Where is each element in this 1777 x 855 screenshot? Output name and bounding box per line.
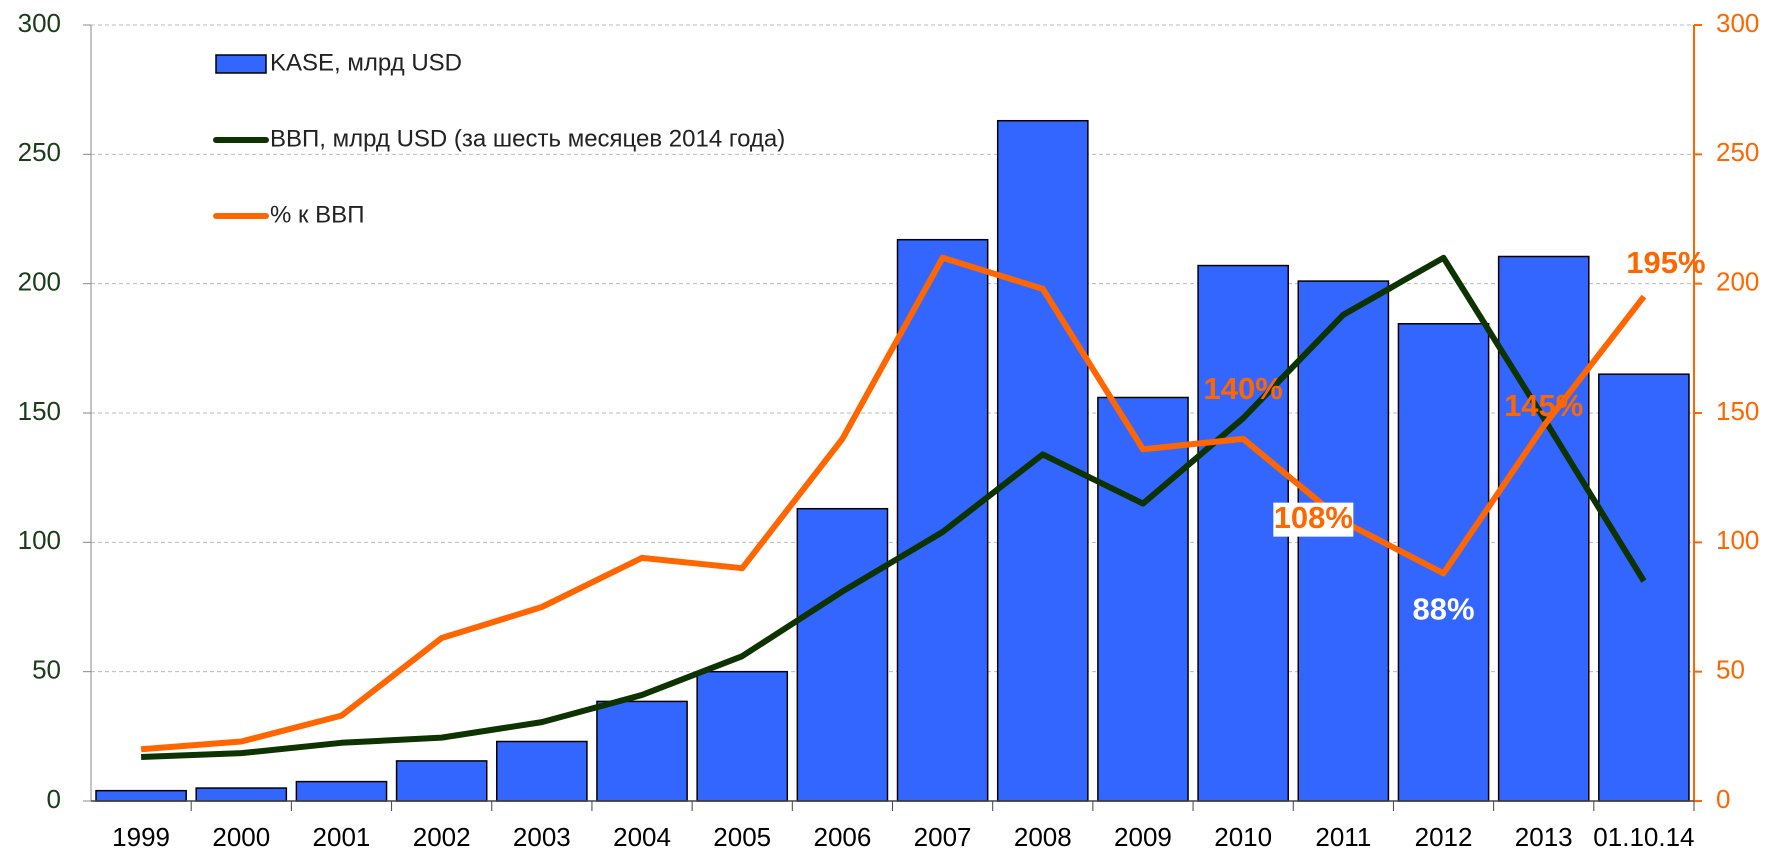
x-tick-label: 1999 <box>112 822 170 852</box>
bar <box>896 238 989 802</box>
label-bg <box>1273 502 1354 537</box>
y2-tick-label: 50 <box>1716 655 1745 685</box>
bar <box>1497 255 1590 802</box>
line <box>140 254 1647 761</box>
y2-tick-label: 0 <box>1716 784 1730 814</box>
bar <box>696 670 789 802</box>
data-label: 108% <box>1274 500 1353 535</box>
x-tick-label: 2004 <box>613 822 671 852</box>
y2-tick-label: 100 <box>1716 525 1759 555</box>
x-tick-label: 2001 <box>313 822 371 852</box>
bar <box>1397 323 1490 802</box>
bar <box>1097 396 1189 802</box>
x-tick-label: 2000 <box>212 822 270 852</box>
x-tick-label: 2009 <box>1114 822 1172 852</box>
x-tick-label: 2012 <box>1415 822 1473 852</box>
bar <box>95 789 187 802</box>
y2-tick-label: 250 <box>1716 137 1759 167</box>
y-tick-label: 100 <box>18 525 61 555</box>
legend-label: % к ВВП <box>270 201 364 228</box>
legend-label: ВВП, млрд USD (за шесть месяцев 2014 год… <box>270 125 785 152</box>
legend-label: KASE, млрд USD <box>270 49 462 76</box>
data-label: 140% <box>1204 371 1283 406</box>
x-tick-label: 2011 <box>1315 822 1371 852</box>
y-tick-label: 200 <box>18 267 61 297</box>
x-tick-label: 01.10.14 <box>1593 822 1694 852</box>
data-label: 195% <box>1626 245 1705 280</box>
bar <box>996 119 1089 802</box>
y2-tick-label: 200 <box>1716 267 1759 297</box>
bar <box>395 760 488 802</box>
bar <box>596 700 688 802</box>
bar <box>295 780 388 802</box>
y-tick-label: 250 <box>18 137 61 167</box>
x-tick-label: 2003 <box>513 822 571 852</box>
x-tick-label: 2007 <box>914 822 972 852</box>
y-tick-label: 150 <box>18 396 61 426</box>
x-tick-label: 2013 <box>1515 822 1573 852</box>
bar <box>195 787 288 802</box>
bar <box>496 740 588 802</box>
x-tick-label: 2005 <box>713 822 771 852</box>
x-tick-label: 2006 <box>813 822 871 852</box>
x-tick-label: 2008 <box>1014 822 1072 852</box>
y2-tick-label: 150 <box>1716 396 1759 426</box>
data-label: 88% <box>1413 592 1475 627</box>
legend-swatch <box>215 54 267 74</box>
data-label: 145% <box>1504 388 1583 423</box>
bar <box>1197 264 1289 802</box>
y2-tick-label: 300 <box>1716 8 1759 38</box>
y-tick-label: 0 <box>47 784 61 814</box>
bar <box>1598 373 1690 802</box>
bar <box>1297 280 1390 802</box>
x-tick-label: 2002 <box>413 822 471 852</box>
line <box>140 254 1647 753</box>
y-tick-label: 50 <box>32 655 61 685</box>
bar <box>796 507 889 802</box>
y-tick-label: 300 <box>18 8 61 38</box>
x-tick-label: 2010 <box>1214 822 1272 852</box>
